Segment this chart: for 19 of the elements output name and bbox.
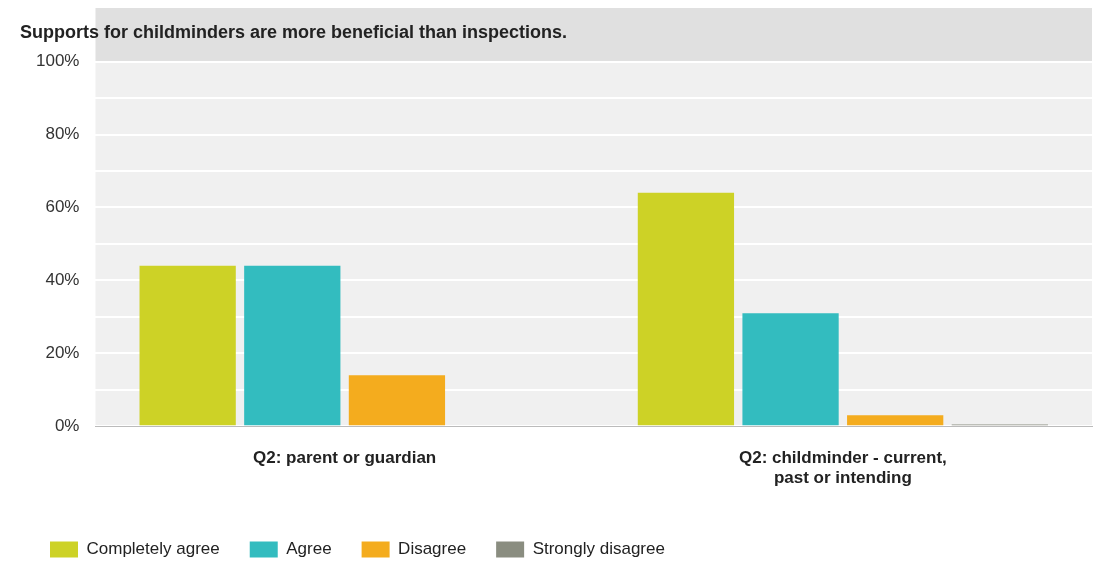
bar — [139, 265, 236, 426]
bar — [244, 265, 341, 426]
x-tick-label: Q2: childminder - current, past or intending — [738, 448, 947, 488]
legend-label: Disagree — [398, 539, 467, 559]
bar — [742, 313, 839, 426]
y-tick-label: 40% — [45, 270, 80, 290]
y-tick-label: 100% — [36, 51, 80, 71]
y-tick-label: 80% — [45, 124, 80, 144]
x-tick-label: Q2: parent or guardian — [252, 448, 437, 468]
legend-label: Completely agree — [86, 539, 220, 559]
bar — [637, 192, 735, 426]
legend-label: Strongly disagree — [532, 539, 665, 559]
legend-label: Agree — [286, 539, 332, 559]
bar — [348, 375, 446, 426]
y-tick-label: 60% — [45, 197, 80, 217]
y-tick-label: 20% — [45, 342, 80, 362]
y-tick-label: 0% — [54, 415, 80, 435]
chart-title: Supports for childminders are more beneficial than inspections. — [20, 21, 568, 42]
bar — [847, 415, 944, 426]
